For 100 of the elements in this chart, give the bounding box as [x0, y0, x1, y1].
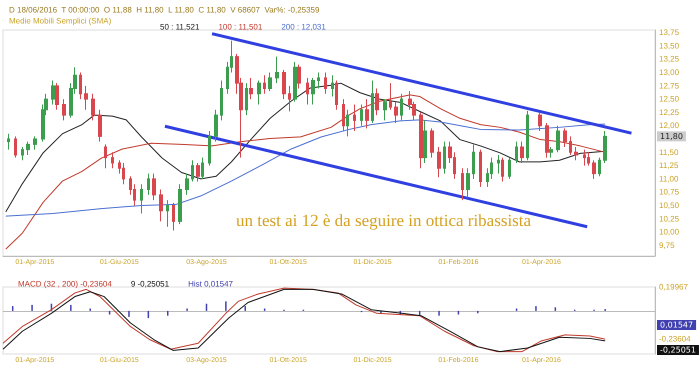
candlestick: [288, 85, 291, 112]
candlestick: [201, 157, 204, 180]
candlestick: [563, 128, 567, 148]
candlestick: [353, 104, 356, 132]
text: 0,01547: [660, 320, 694, 330]
candlestick: [375, 88, 379, 116]
candlestick: [365, 98, 369, 129]
y-tick-label: 11,25: [659, 161, 679, 170]
y-tick-label: 12,25: [659, 108, 680, 117]
candlestick: [324, 72, 327, 94]
y-tick-label: 13,75: [659, 28, 680, 38]
series-label: MACD (32 , 200) -0,23604: [18, 280, 112, 288]
y-tick-label: 0,19967: [659, 282, 688, 292]
chart-title: D 18/06/2016 T 00:00:00 O 11,88 H 11,80 L 11,80 C 11,80 V 68607 Var%: -0,25359: [9, 6, 320, 14]
candlestick: [497, 154, 500, 174]
candlestick: [185, 173, 189, 196]
candlestick: [257, 80, 261, 105]
candlestick: [33, 136, 37, 150]
candlestick: [598, 157, 601, 177]
candlestick: [7, 133, 10, 150]
y-tick-label: 10,25: [659, 214, 680, 224]
candlestick: [249, 77, 253, 100]
candlestick: [472, 144, 475, 180]
candlestick: [111, 152, 114, 169]
candlestick: [84, 85, 88, 110]
candlestick: [166, 200, 169, 228]
candlestick: [515, 141, 518, 164]
y-tick-label: 12,50: [659, 94, 680, 104]
candlestick: [501, 157, 504, 182]
y-tick-label: 13,50: [659, 41, 680, 50]
candlestick: [306, 77, 309, 105]
candlestick: [268, 72, 272, 92]
candlestick: [423, 120, 427, 164]
y-tick-label: 9,75: [659, 240, 676, 250]
candlestick: [479, 149, 482, 188]
candlestick: [603, 130, 607, 164]
candlestick: [538, 112, 542, 132]
candlestick: [14, 136, 17, 158]
candlestick: [275, 56, 279, 84]
candlestick: [545, 122, 549, 158]
candlestick: [520, 141, 524, 164]
y-tick-label: 10,50: [659, 200, 680, 210]
candlestick: [263, 74, 266, 94]
text: 11,80: [660, 132, 683, 141]
candlestick: [346, 109, 349, 137]
candlestick: [172, 202, 175, 231]
text: 200 : 12,031: [281, 22, 326, 32]
chart-subtitle: Medie Mobili Semplici (SMA): [9, 16, 112, 26]
y-tick-label: 11,00: [659, 174, 679, 184]
candlestick: [159, 189, 163, 222]
candlestick: [91, 93, 95, 121]
candlestick: [214, 109, 218, 142]
text: -0,25051: [660, 346, 696, 354]
candlestick: [311, 77, 315, 105]
annotation: un test ai 12 è da seguire in ottica ribassista: [236, 211, 532, 230]
candlestick: [394, 101, 398, 124]
candlestick: [419, 112, 423, 169]
candlestick: [335, 80, 338, 110]
candlestick: [569, 136, 572, 156]
candlestick: [245, 82, 248, 116]
y-tick-label: 12,00: [659, 121, 680, 130]
candlestick: [51, 80, 55, 105]
series-label: Hist 0,01547: [188, 280, 234, 288]
candlestick: [62, 98, 66, 121]
candlestick: [331, 74, 334, 97]
candlestick: [508, 157, 511, 180]
candlestick: [178, 184, 182, 225]
y-tick-label: 10,75: [659, 188, 680, 197]
candlestick: [371, 80, 374, 124]
candlestick: [140, 184, 143, 214]
candlestick: [21, 146, 24, 161]
text: 50 : 11,521: [160, 22, 200, 32]
candlestick: [574, 146, 578, 161]
candlestick: [583, 149, 586, 166]
candlestick: [466, 168, 470, 198]
candlestick: [293, 61, 297, 102]
candlestick: [152, 173, 156, 201]
text: 9 -0,25051: [130, 280, 170, 288]
candlestick: [208, 130, 211, 166]
y-tick-label: 12,75: [659, 81, 680, 90]
candlestick: [191, 160, 194, 182]
y-tick-label: 13,25: [659, 54, 680, 64]
candlestick: [556, 125, 560, 153]
candlestick: [437, 146, 441, 178]
candlestick: [360, 104, 363, 126]
candlestick: [383, 98, 387, 121]
candlestick: [342, 98, 345, 132]
candlestick: [430, 128, 434, 158]
candlestick: [549, 146, 553, 158]
y-tick-label: -0,23604: [659, 334, 692, 344]
candlestick: [26, 141, 30, 156]
y-tick-label: 13,00: [659, 68, 680, 78]
candlestick: [282, 69, 286, 100]
candlestick: [297, 64, 301, 89]
candlestick: [389, 82, 392, 110]
candlestick: [98, 109, 102, 142]
candlestick: [104, 144, 107, 169]
candlestick: [122, 162, 125, 185]
candlestick: [79, 72, 82, 100]
candlestick: [55, 82, 59, 110]
